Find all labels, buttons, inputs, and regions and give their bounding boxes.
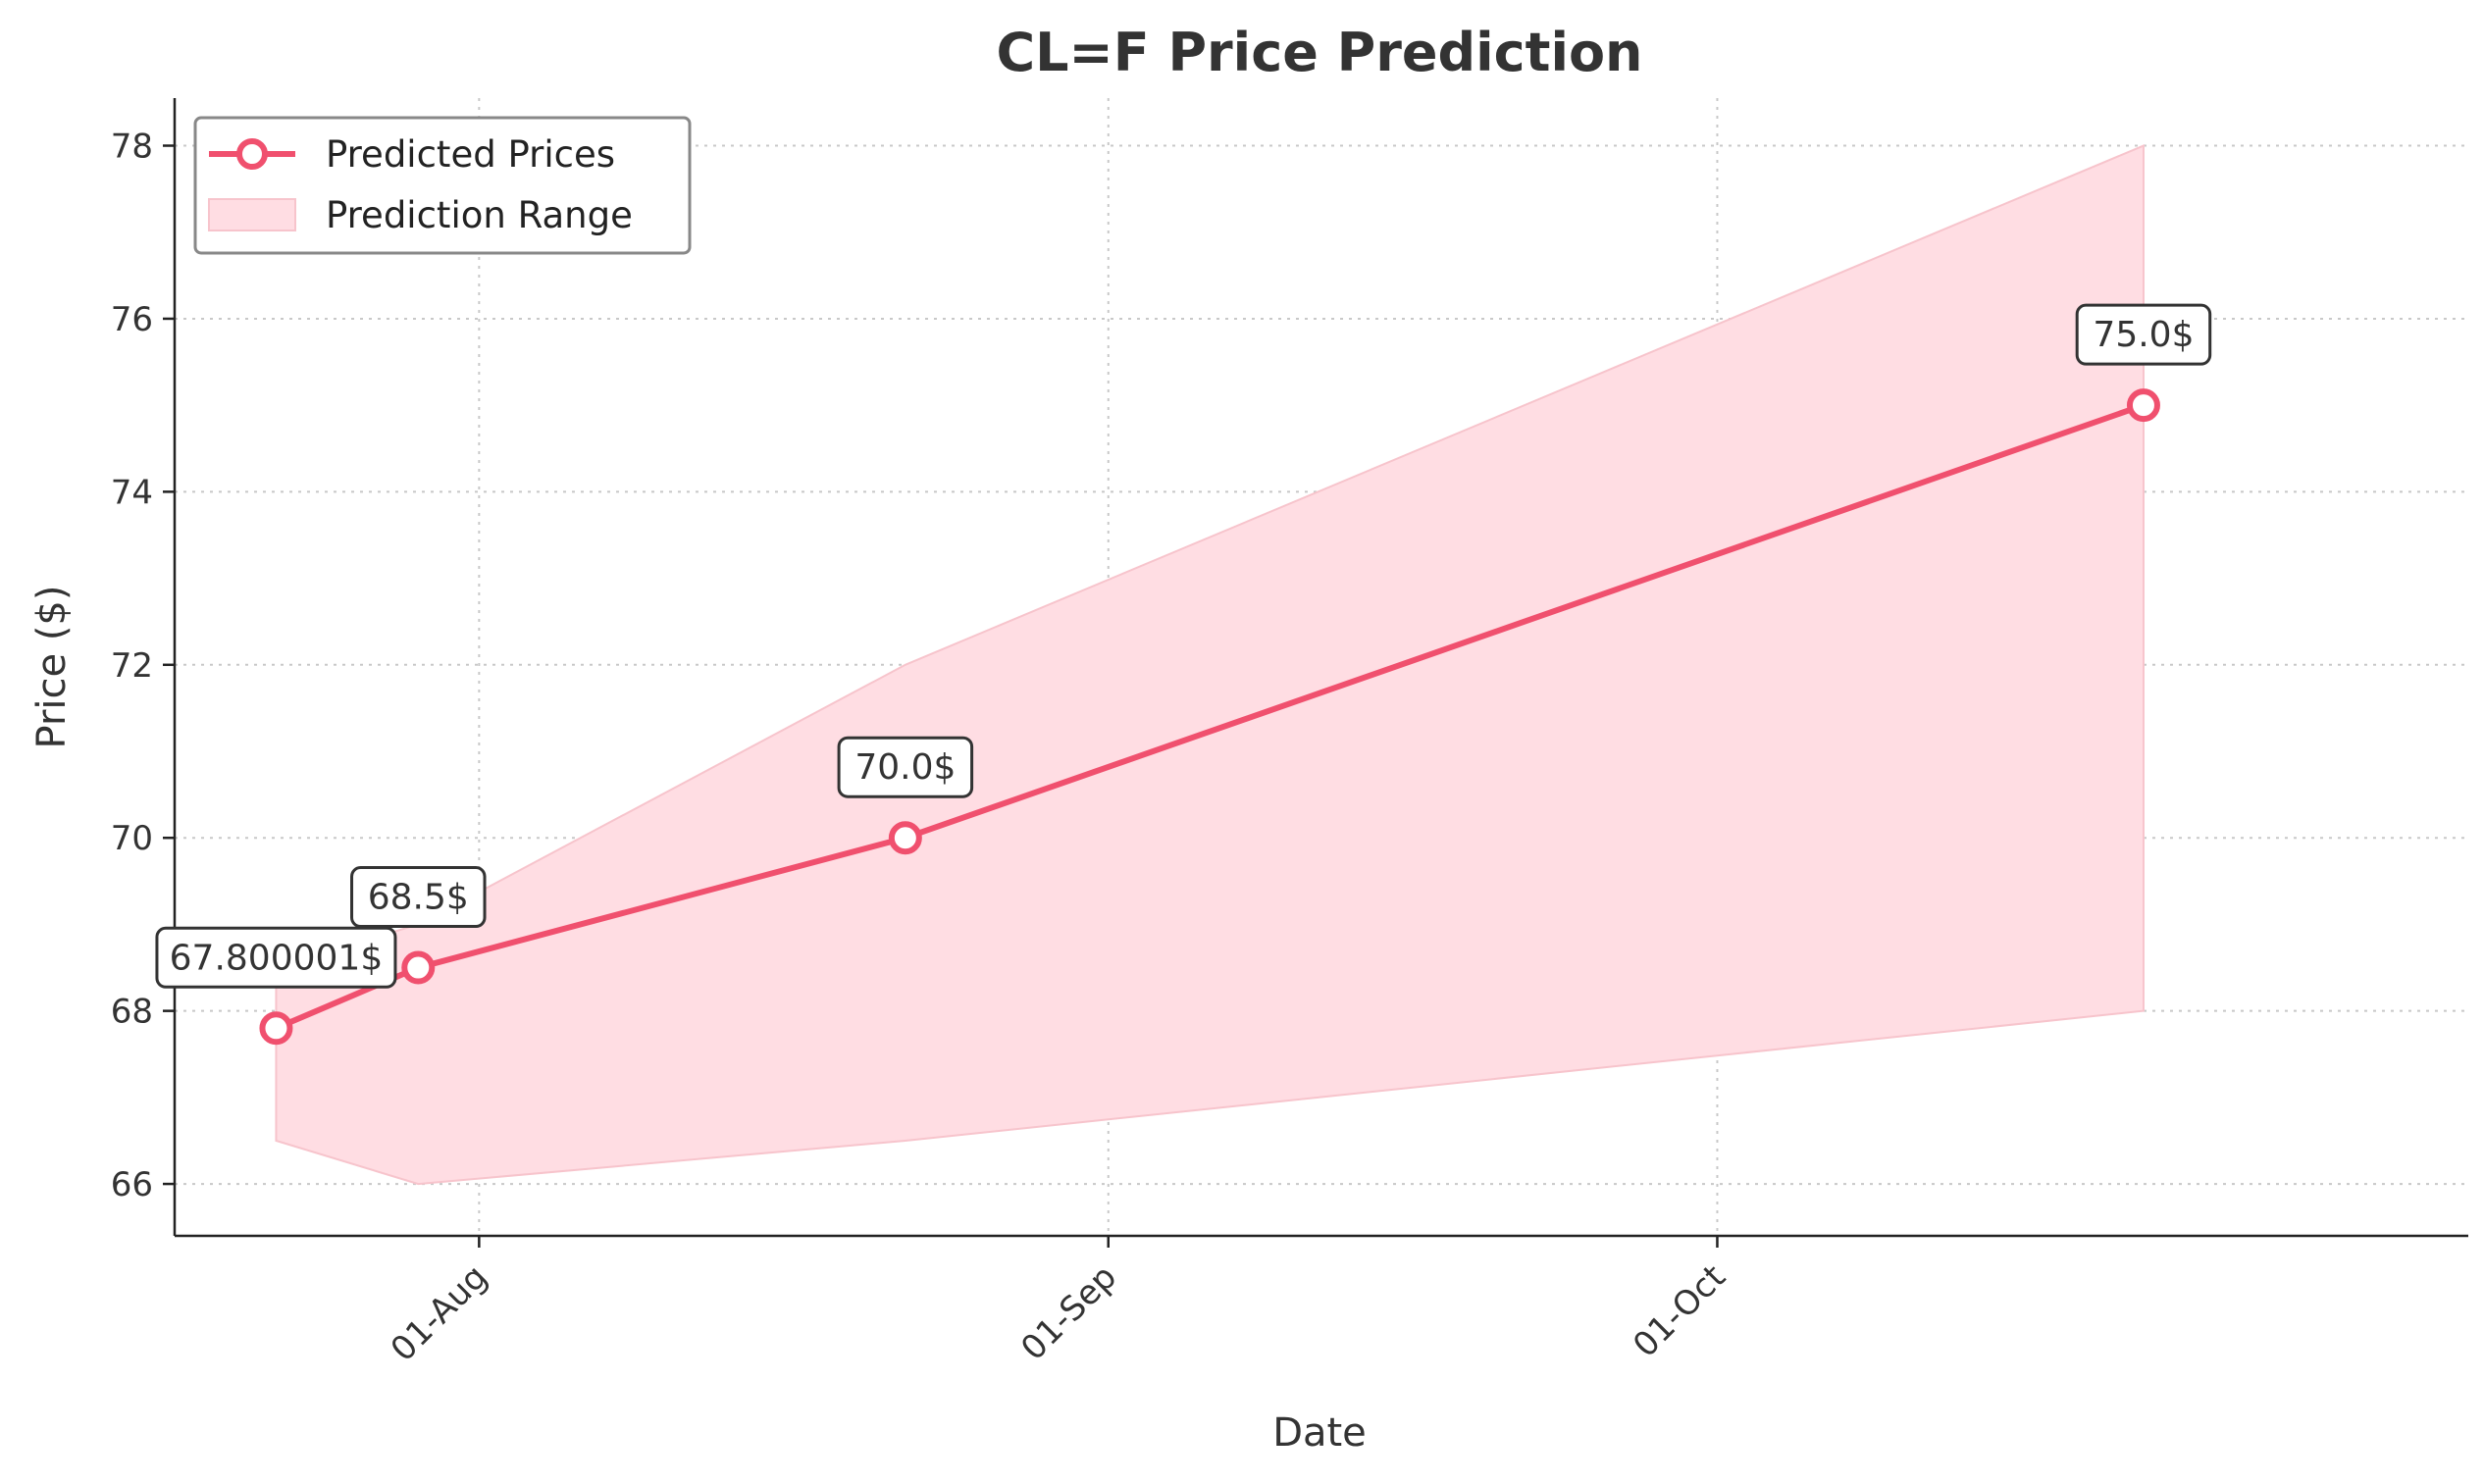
prediction-range-band xyxy=(275,144,2145,1186)
chart-legend: Predicted Prices Prediction Range xyxy=(193,116,692,255)
annotation-label: 67.800001$ xyxy=(170,938,384,978)
predicted-price-point xyxy=(259,1011,293,1046)
annotation-box xyxy=(2075,303,2212,366)
y-tick-label: 72 xyxy=(111,646,153,686)
legend-label-predicted-prices: Predicted Prices xyxy=(326,133,615,176)
y-tick-label: 68 xyxy=(111,993,153,1032)
y-tick-label: 76 xyxy=(111,300,153,339)
x-tick-label: 01-Sep xyxy=(1013,1257,1124,1368)
x-axis-label: Date xyxy=(1272,1410,1367,1456)
x-tick-label: 01-Aug xyxy=(384,1257,495,1369)
annotation-label: 68.5$ xyxy=(368,878,469,918)
legend-marker-swatch xyxy=(236,138,268,170)
y-tick-label: 74 xyxy=(111,473,153,512)
y-tick-label: 78 xyxy=(111,128,153,167)
y-tick-label: 70 xyxy=(111,819,153,858)
predicted-price-point xyxy=(888,821,922,855)
legend-frame xyxy=(193,116,692,255)
y-tick-label: 66 xyxy=(111,1165,153,1204)
annotation-box xyxy=(350,866,487,929)
annotation-label: 70.0$ xyxy=(854,747,956,788)
y-axis-label: Price ($) xyxy=(29,586,75,749)
x-tick-label: 01-Oct xyxy=(1626,1257,1733,1365)
annotation-box xyxy=(837,736,974,798)
predicted-price-point xyxy=(2126,388,2160,423)
predicted-prices-layer xyxy=(259,388,2160,1046)
annotations-layer: 67.800001$ 68.5$ 70.0$ 75.0$ xyxy=(155,303,2212,989)
annotation-label: 75.0$ xyxy=(2093,315,2194,355)
prediction-range-layer xyxy=(275,144,2145,1186)
chart-title: CL=F Price Prediction xyxy=(997,22,1643,83)
annotation-box xyxy=(155,926,397,989)
predicted-prices-line xyxy=(275,402,2145,1032)
predicted-price-point xyxy=(401,950,436,985)
legend-range-swatch xyxy=(208,198,296,231)
legend-label-prediction-range: Prediction Range xyxy=(326,194,633,236)
